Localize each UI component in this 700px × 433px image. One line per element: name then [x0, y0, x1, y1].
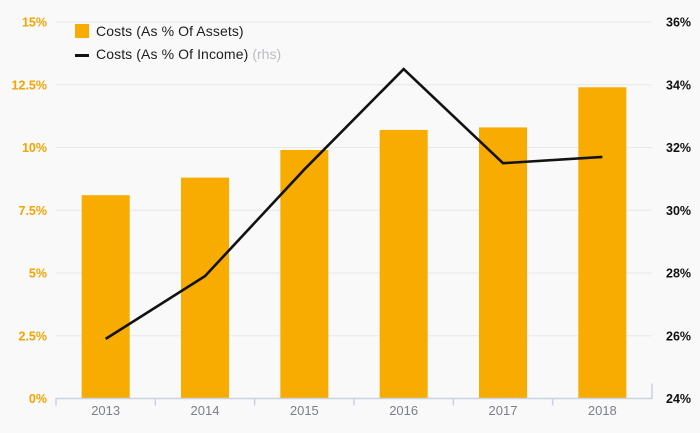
bar-2015 [280, 150, 329, 399]
left-axis-tick-label: 10% [22, 141, 47, 155]
right-axis-tick-label: 24% [666, 392, 691, 406]
legend-label-assets: Costs (As % Of Assets) [96, 23, 244, 39]
bar-2017 [479, 127, 527, 399]
right-axis-tick-label: 30% [666, 204, 691, 218]
x-axis-label-2015: 2015 [290, 403, 319, 418]
x-axis-label-2018: 2018 [588, 403, 617, 418]
right-axis-tick-label: 34% [666, 78, 691, 92]
x-axis-label-2014: 2014 [191, 403, 220, 418]
legend-item-costs-assets[interactable]: Costs (As % Of Assets) [75, 23, 281, 39]
bar-2016 [379, 129, 428, 399]
right-axis-tick-label: 32% [666, 141, 691, 155]
bar-2018 [578, 87, 627, 399]
left-axis-tick-label: 12.5% [12, 78, 47, 92]
x-axis-label-2017: 2017 [489, 403, 518, 418]
left-axis-tick-label: 5% [29, 267, 47, 281]
line-series-swatch-icon [75, 53, 89, 57]
bar-2014 [181, 177, 229, 399]
right-axis-tick-label: 36% [666, 16, 691, 30]
right-axis-tick-label: 28% [666, 267, 691, 281]
x-axis-label-2013: 2013 [91, 403, 120, 418]
left-axis-tick-label: 15% [22, 16, 47, 30]
left-axis-tick-label: 2.5% [19, 329, 48, 343]
legend: Costs (As % Of Assets) Costs (As % Of In… [75, 23, 281, 64]
bar-2013 [81, 195, 130, 399]
left-axis-tick-label: 7.5% [19, 204, 48, 218]
legend-label-income: Costs (As % Of Income) [96, 46, 249, 62]
right-axis-tick-label: 26% [666, 329, 691, 343]
bar-series-swatch-icon [75, 24, 89, 38]
left-axis-tick-label: 0% [29, 392, 47, 406]
legend-rhs-note: (rhs) [252, 46, 282, 62]
line-costs-income [104, 67, 603, 340]
x-axis-label-2016: 2016 [389, 403, 418, 418]
legend-item-costs-income[interactable]: Costs (As % Of Income) (rhs) [75, 46, 281, 64]
